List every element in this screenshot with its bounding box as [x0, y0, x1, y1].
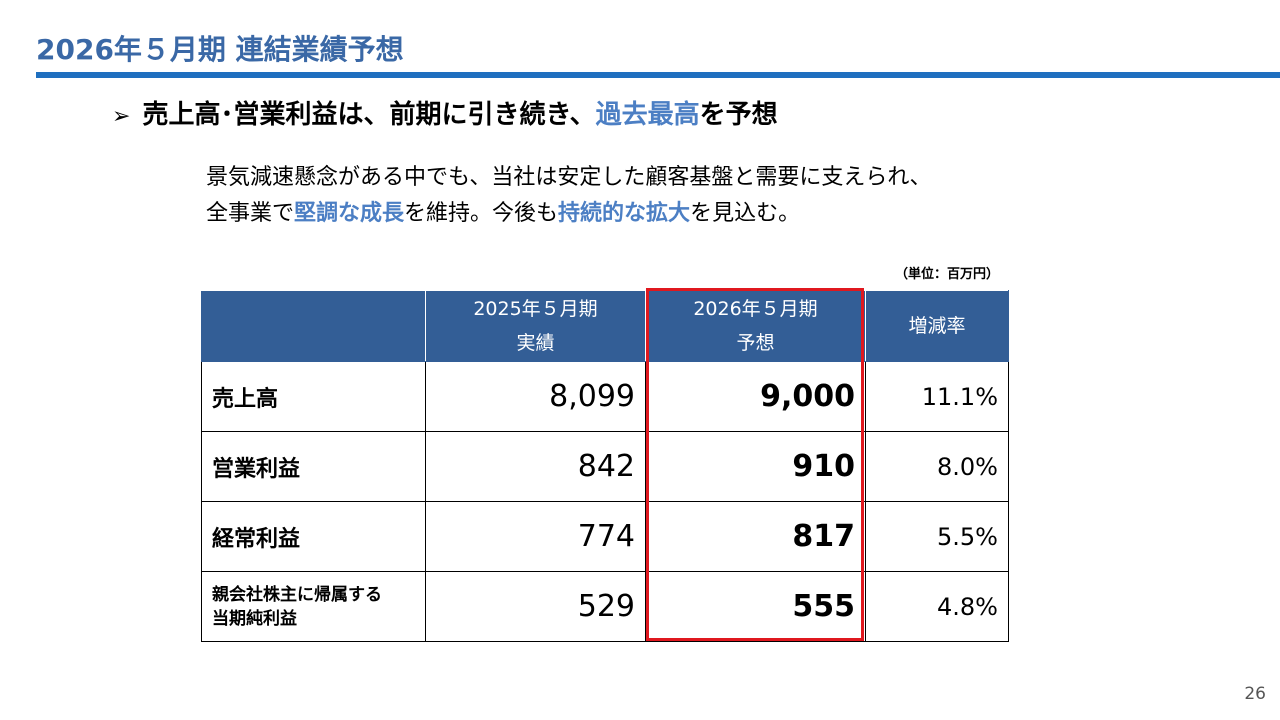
header-change-rate: 増減率	[865, 290, 1009, 362]
actual-value: 774	[425, 501, 646, 572]
change-rate: 5.5%	[865, 501, 1009, 572]
title-rule	[36, 72, 1280, 78]
table-header-row: 2025年５月期 実績 2026年５月期 予想 増減率	[201, 290, 1009, 362]
body-text: 景気減速懸念がある中でも、当社は安定した顧客基盤と需要に支えられ、 全事業で堅調…	[206, 160, 932, 232]
forecast-value: 9,000	[645, 361, 866, 432]
row-label: 経常利益	[201, 501, 426, 572]
page-number: 26	[1244, 684, 1266, 704]
row-label-line: 親会社株主に帰属する	[212, 584, 382, 605]
header-type: 実績	[516, 332, 555, 354]
actual-value: 529	[425, 571, 646, 642]
forecast-value: 910	[645, 431, 866, 502]
header-fy2026: 2026年５月期 予想	[645, 290, 866, 362]
forecast-value: 555	[645, 571, 866, 642]
body-line-1: 景気減速懸念がある中でも、当社は安定した顧客基盤と需要に支えられ、	[206, 165, 932, 190]
row-label: 営業利益	[201, 431, 426, 502]
row-label-line: 当期純利益	[212, 608, 297, 629]
body-segment: を維持。今後も	[404, 201, 559, 226]
header-label: 増減率	[908, 315, 966, 337]
table-row: 経常利益 774 817 5.5%	[201, 501, 1009, 572]
headline-text: 売上高･営業利益は、前期に引き続き、	[142, 100, 596, 130]
table-row: 営業利益 842 910 8.0%	[201, 431, 1009, 502]
header-type: 予想	[736, 332, 775, 354]
actual-value: 842	[425, 431, 646, 502]
headline-text-end: を予想	[699, 100, 778, 130]
change-rate: 8.0%	[865, 431, 1009, 502]
actual-value: 8,099	[425, 361, 646, 432]
table-row: 親会社株主に帰属する 当期純利益 529 555 4.8%	[201, 571, 1009, 642]
table-row: 売上高 8,099 9,000 11.1%	[201, 361, 1009, 432]
slide-title: 2026年５月期 連結業績予想	[36, 33, 404, 66]
header-period: 2026年５月期	[693, 298, 818, 320]
row-label: 売上高	[201, 361, 426, 432]
arrow-bullet-icon: ➢	[112, 104, 131, 129]
headline: ➢ 売上高･営業利益は、前期に引き続き、過去最高を予想	[112, 94, 778, 131]
results-table: 2025年５月期 実績 2026年５月期 予想 増減率 売上高 8,099 9,…	[201, 290, 1009, 642]
body-line-2: 全事業で堅調な成長を維持。今後も持続的な拡大を見込む。	[206, 196, 932, 232]
body-segment: を見込む。	[690, 201, 801, 226]
header-period: 2025年５月期	[473, 298, 598, 320]
body-segment: 全事業で	[206, 201, 295, 226]
unit-note: （単位：百万円）	[895, 267, 1000, 282]
headline-accent: 過去最高	[595, 100, 700, 130]
row-label: 親会社株主に帰属する 当期純利益	[201, 571, 426, 642]
change-rate: 4.8%	[865, 571, 1009, 642]
change-rate: 11.1%	[865, 361, 1009, 432]
body-emphasis: 堅調な成長	[294, 201, 405, 226]
body-emphasis: 持続的な拡大	[558, 201, 691, 226]
header-blank	[201, 290, 426, 362]
forecast-value: 817	[645, 501, 866, 572]
header-fy2025: 2025年５月期 実績	[425, 290, 646, 362]
